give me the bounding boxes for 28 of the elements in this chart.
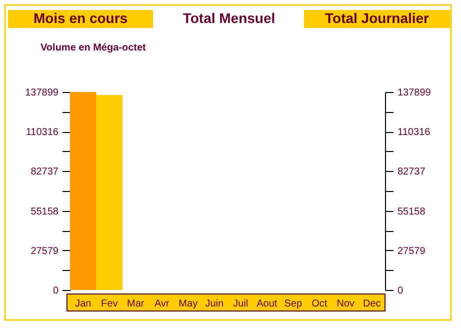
- x-tick-label: Sep: [284, 298, 302, 310]
- y-tick-label: 27579: [30, 246, 59, 257]
- y-tick-label: 0: [52, 286, 59, 296]
- y2-tick-label: 110316: [398, 127, 431, 138]
- x-tick-label: Avr: [154, 298, 170, 310]
- x-tick-label: Aout: [256, 298, 278, 310]
- y-tick-label: 110316: [26, 127, 59, 138]
- chart-title: Total Mensuel: [182, 10, 276, 26]
- x-tick-label: Juil: [233, 298, 248, 310]
- text: Mois en cours: [33, 10, 128, 26]
- y-tick-label: 55158: [30, 206, 59, 218]
- x-tick-label: Fev: [101, 298, 118, 310]
- x-tick-label: Jan: [75, 298, 92, 310]
- x-tick-label: Nov: [336, 298, 355, 310]
- x-tick-label: Dec: [362, 298, 381, 310]
- y2-tick-label: 82737: [398, 166, 426, 178]
- y-tick-label: 137899: [25, 88, 59, 98]
- y-tick-label: 82737: [30, 166, 59, 178]
- x-tick-label: May: [178, 298, 198, 310]
- y2-tick-label: 55158: [398, 206, 426, 218]
- x-tick-label: Juin: [205, 298, 224, 310]
- y-axis-title: Volume en Méga-octet: [40, 42, 147, 54]
- y2-tick-label: 137899: [398, 88, 432, 98]
- y2-tick-label: 27579: [398, 246, 426, 257]
- y2-tick-label: 0: [398, 286, 404, 296]
- x-tick-label: Oct: [312, 298, 328, 310]
- text: Total Journalier: [325, 10, 430, 26]
- x-tick-label: Mar: [127, 298, 145, 310]
